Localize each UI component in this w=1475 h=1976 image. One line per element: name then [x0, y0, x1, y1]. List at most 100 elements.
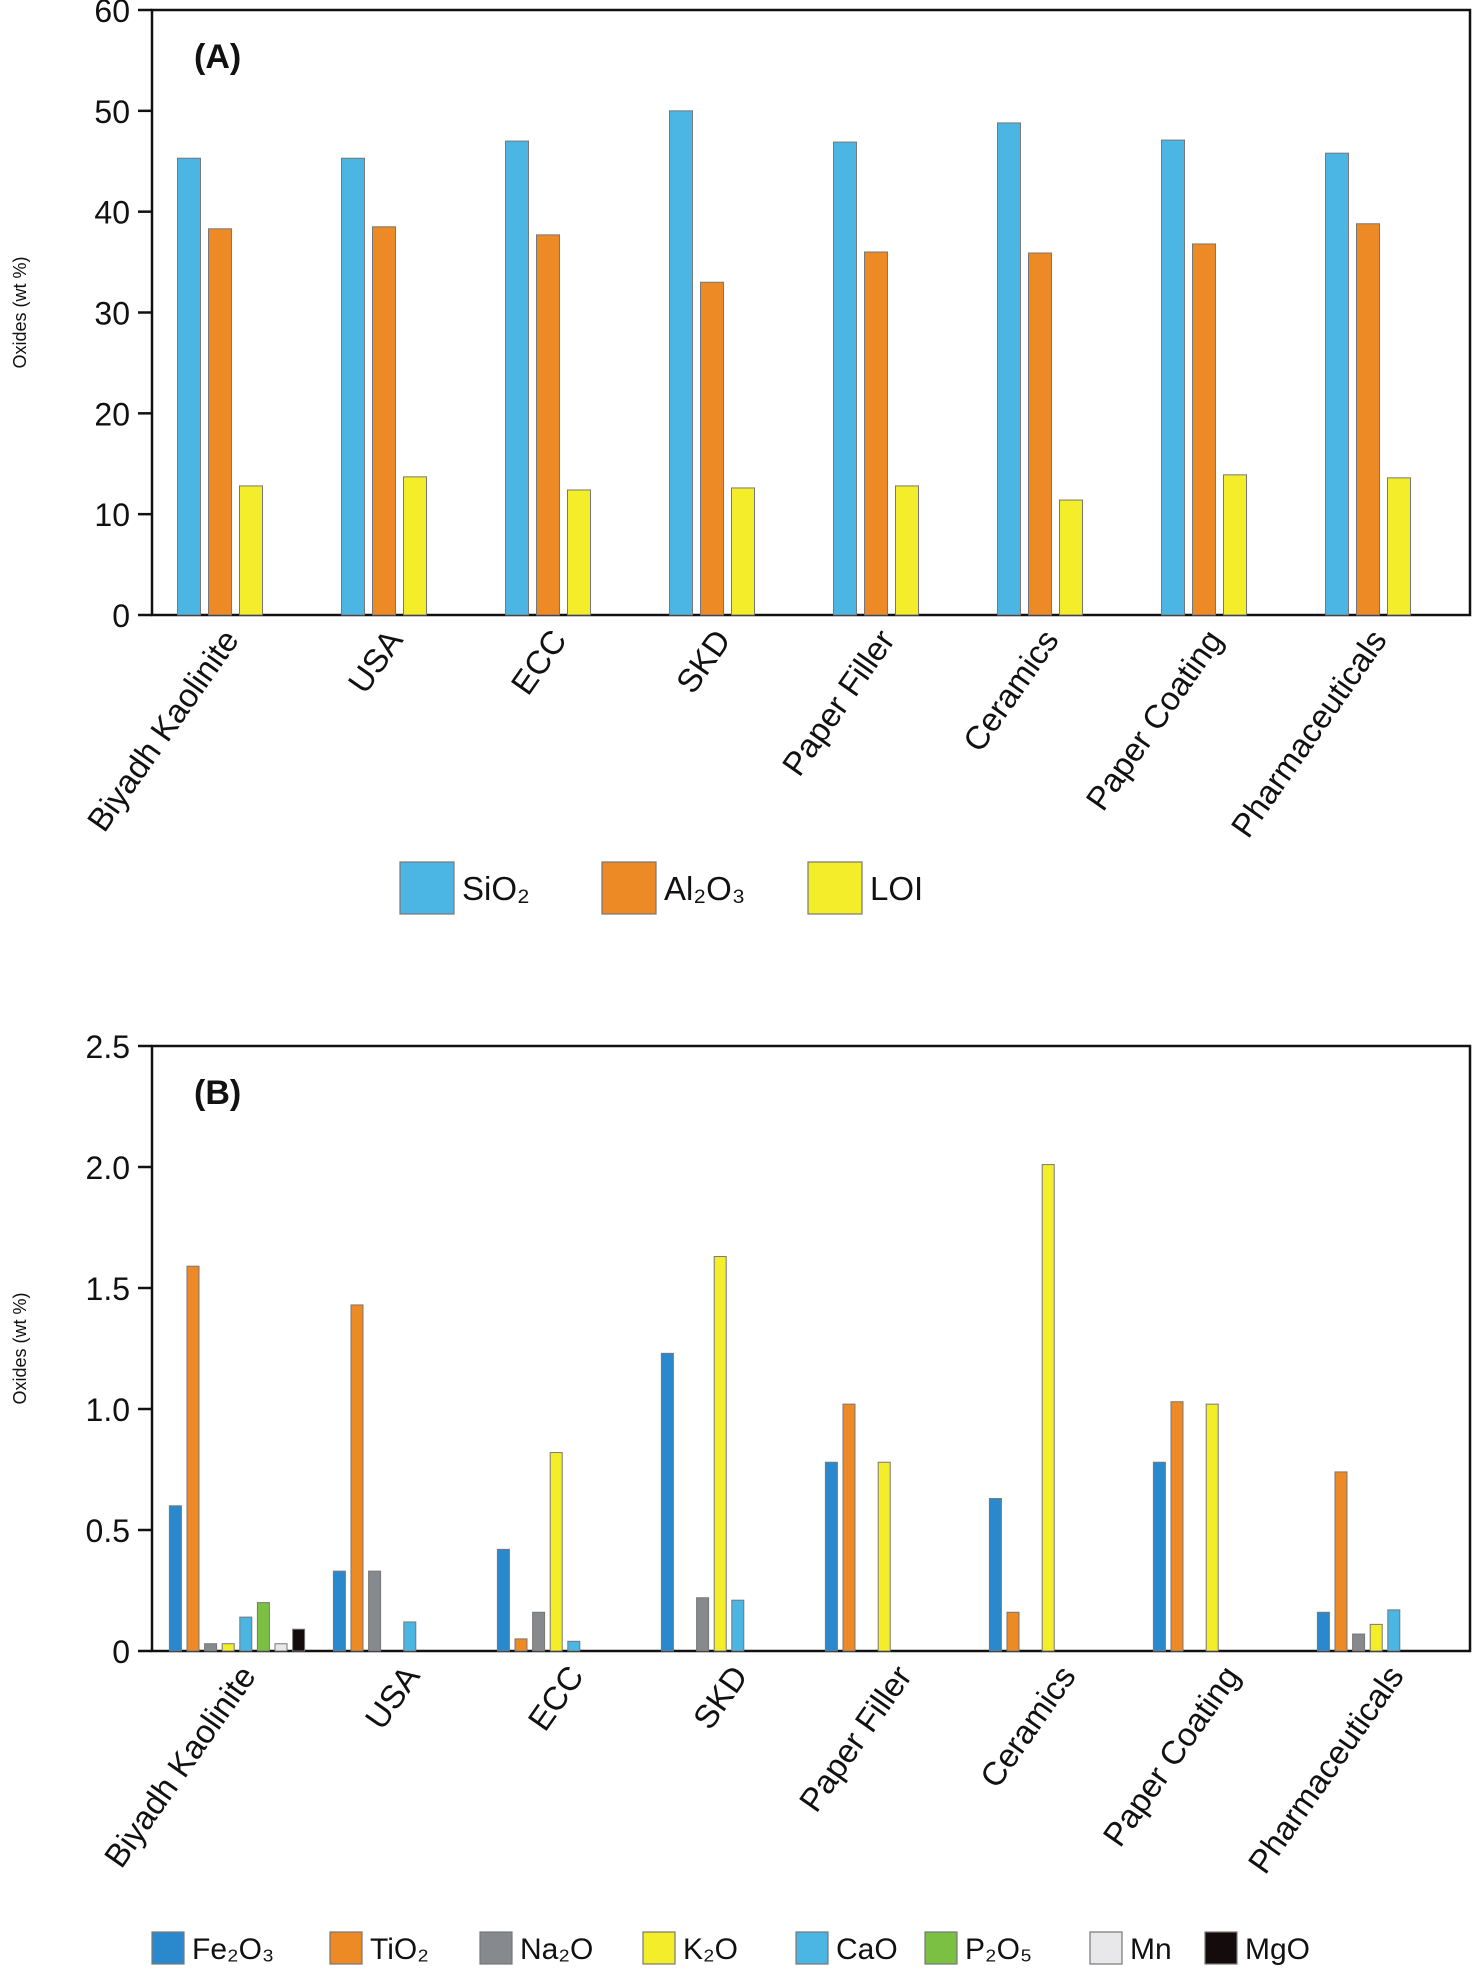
x-tick-label: ECC	[503, 623, 573, 701]
legend-item: P₂O₅	[924, 1931, 1032, 1966]
bar-sio-6	[1161, 139, 1185, 616]
y-tick-label: 2.0	[86, 1150, 130, 1186]
y-tick-label: 0.5	[86, 1513, 130, 1549]
bar-cao-7	[1387, 1609, 1401, 1652]
bar-loi-2	[567, 489, 591, 616]
bar-tio-5	[1006, 1611, 1020, 1652]
legend-item: Al₂O₃	[601, 861, 745, 915]
y-tick-label: 30	[94, 296, 130, 332]
legend-swatch	[399, 861, 455, 915]
y-tick-label: 40	[94, 195, 130, 231]
legend-label: Mn	[1130, 1933, 1172, 1966]
legend-item: Na₂O	[479, 1931, 593, 1966]
bar-alo-5	[1028, 252, 1052, 616]
legend-swatch	[479, 1931, 513, 1965]
plot-frame	[150, 1044, 1472, 1653]
x-tick-label: ECC	[520, 1659, 590, 1737]
legend-item: TiO₂	[329, 1931, 429, 1966]
y-tick-label: 0	[112, 1634, 130, 1670]
x-tick-label: USA	[341, 623, 410, 700]
legend-swatch	[807, 861, 863, 915]
bar-loi-6	[1223, 474, 1247, 616]
legend-label: K₂O	[683, 1933, 738, 1966]
x-tick-label: Paper Coating	[1095, 1659, 1246, 1853]
legend-item: Mn	[1089, 1931, 1172, 1966]
bar-nao-1	[368, 1570, 382, 1652]
legend-item: LOI	[807, 861, 923, 915]
bar-alo-2	[536, 234, 560, 616]
bar-alo-1	[372, 226, 396, 616]
bar-ko-7	[1369, 1623, 1383, 1652]
x-tick-label: Ceramics	[955, 623, 1065, 758]
bar-sio-5	[997, 122, 1021, 616]
y-tick-label: 0	[112, 598, 130, 634]
bar-sio-2	[505, 140, 529, 616]
y-tick-label: 2.5	[86, 1029, 130, 1065]
bar-feo-4	[824, 1461, 838, 1652]
bar-sio-0	[177, 157, 201, 616]
bar-loi-5	[1059, 499, 1083, 616]
bar-tio-2	[514, 1638, 528, 1652]
legend-swatch	[795, 1931, 829, 1965]
bar-loi-7	[1387, 477, 1411, 616]
bar-alo-4	[864, 251, 888, 616]
bar-cao-0	[239, 1616, 253, 1652]
y-tick-label: 20	[94, 396, 130, 432]
bar-feo-3	[660, 1352, 674, 1652]
bar-mgo-0	[292, 1628, 306, 1652]
y-axis-label: Oxides (wt %)	[10, 256, 30, 368]
bar-po-0	[256, 1602, 270, 1652]
legend-swatch	[601, 861, 657, 915]
bar-tio-4	[842, 1403, 856, 1652]
legend-swatch	[151, 1931, 185, 1965]
x-tick-label: USA	[358, 1659, 427, 1736]
bar-alo-0	[208, 228, 232, 616]
x-tick-label: SKD	[669, 623, 738, 700]
bar-tio-1	[350, 1304, 364, 1652]
bar-feo-7	[1316, 1611, 1330, 1652]
bar-tio-0	[186, 1265, 200, 1652]
x-tick-label: SKD	[686, 1659, 755, 1736]
legend-label: Al₂O₃	[664, 870, 745, 907]
legend-label: CaO	[836, 1933, 898, 1966]
bar-nao-7	[1352, 1633, 1366, 1652]
panel-label: (B)	[194, 1074, 241, 1112]
legend-label: Na₂O	[520, 1933, 593, 1966]
y-tick-label: 60	[94, 0, 130, 29]
bar-sio-7	[1325, 152, 1349, 616]
x-tick-label: Ceramics	[972, 1659, 1082, 1794]
y-tick-label: 1.5	[86, 1271, 130, 1307]
bar-ko-0	[221, 1643, 235, 1652]
bar-sio-4	[833, 141, 857, 616]
bar-ko-2	[549, 1452, 563, 1652]
x-tick-label: Biyadh Kaolinite	[97, 1659, 263, 1874]
legend-item: SiO₂	[399, 861, 530, 915]
bar-ko-5	[1041, 1164, 1055, 1652]
bar-feo-1	[332, 1570, 346, 1652]
legend-swatch	[1204, 1931, 1238, 1965]
chart-panel-a: 0 10 20 30 40 50 60 Oxides (wt %) (A) Biyadh Kaol…	[10, 0, 1472, 915]
bar-ko-6	[1205, 1403, 1219, 1652]
bar-alo-7	[1356, 223, 1380, 616]
bar-feo-6	[1152, 1461, 1166, 1652]
legend-item: CaO	[795, 1931, 898, 1966]
legend-label: SiO₂	[462, 870, 530, 907]
bar-nao-0	[204, 1643, 218, 1652]
legend-label: MgO	[1245, 1933, 1310, 1966]
x-tick-label: Paper Filler	[775, 623, 902, 782]
bar-loi-0	[239, 485, 263, 616]
bar-loi-1	[403, 476, 427, 616]
bar-loi-3	[731, 487, 755, 616]
bar-feo-2	[496, 1548, 510, 1652]
x-tick-label: Biyadh Kaolinite	[80, 623, 246, 838]
bar-alo-6	[1192, 243, 1216, 616]
legend-label: Fe₂O₃	[192, 1933, 274, 1966]
bar-mn-0	[274, 1643, 288, 1652]
panel-label: (A)	[194, 38, 241, 76]
x-tick-label: Paper Filler	[792, 1659, 919, 1818]
legend-label: TiO₂	[370, 1933, 429, 1966]
legend-swatch	[642, 1931, 676, 1965]
x-tick-label: Pharmaceuticals	[1240, 1659, 1410, 1880]
legend-label: P₂O₅	[965, 1933, 1032, 1966]
